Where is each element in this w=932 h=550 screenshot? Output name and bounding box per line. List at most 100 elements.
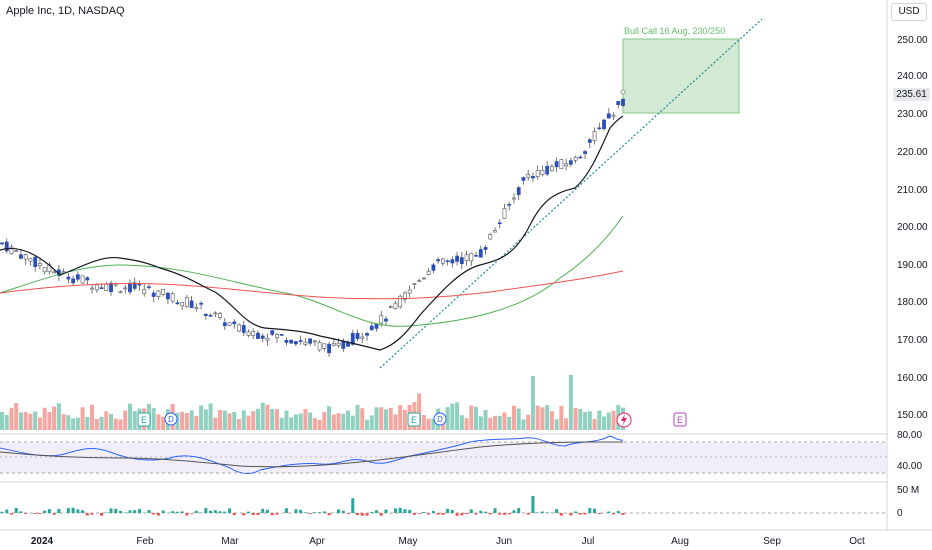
candle-body	[535, 170, 540, 177]
candle-body	[365, 333, 369, 336]
candle-body	[218, 313, 222, 318]
volume-bar	[9, 407, 14, 430]
candle-body	[597, 127, 602, 130]
currency-button[interactable]: USD	[891, 3, 927, 21]
oscillator-bar	[209, 510, 213, 513]
oscillator-bar	[612, 513, 616, 515]
candle-body	[14, 250, 19, 253]
oscillator-bar	[512, 510, 516, 513]
candle-body	[156, 290, 161, 298]
volume-bar	[540, 407, 545, 430]
candle-body	[426, 271, 431, 275]
candle-body	[616, 101, 621, 105]
oscillator-bar	[213, 510, 217, 513]
candle-body	[493, 230, 497, 233]
volume-bar	[455, 402, 460, 430]
volume-bar	[592, 418, 597, 430]
last-price-label: 235.61	[893, 88, 930, 101]
candle-body	[312, 340, 317, 343]
candle-body	[33, 256, 38, 267]
volume-bar	[530, 376, 535, 430]
oscillator-bar	[284, 508, 288, 513]
candle-body	[52, 271, 57, 274]
candle-body	[180, 302, 185, 307]
candle-body	[469, 253, 474, 262]
candle-body	[564, 163, 569, 167]
ma-short-line	[0, 115, 624, 351]
volume-bar	[213, 417, 218, 430]
oscillator-bar	[299, 509, 303, 513]
volume-bar	[132, 411, 137, 430]
time-tick: Aug	[671, 536, 689, 547]
time-tick: Mar	[221, 536, 239, 547]
earnings-marker-upcoming[interactable]: E	[673, 412, 687, 427]
volume-bar	[374, 407, 379, 430]
oscillator-bar	[275, 513, 279, 515]
candle-body	[260, 335, 265, 339]
price-tick: 160.00	[897, 373, 928, 384]
candle-body	[497, 222, 502, 225]
volume-bar	[274, 409, 279, 430]
volume-bar	[14, 403, 19, 430]
oscillator-bar	[540, 511, 544, 513]
svg-text:E: E	[677, 415, 683, 425]
oscillator-bar	[43, 510, 47, 513]
oscillator-bars	[0, 495, 625, 516]
volume-bar	[450, 403, 455, 430]
volume-bar	[483, 410, 488, 430]
earnings-marker[interactable]: E	[407, 412, 421, 427]
oscillator-bar	[261, 508, 265, 513]
candle-body	[175, 302, 180, 305]
svg-text:D: D	[437, 415, 443, 424]
time-axis[interactable]: 2024 Feb Mar Apr May Jun Jul Aug Sep Oct	[31, 536, 865, 547]
oscillator-bar	[100, 513, 104, 516]
volume-bar	[526, 414, 531, 430]
volume-bar	[597, 410, 602, 430]
candle-body	[113, 283, 118, 286]
oscillator-bar	[265, 509, 269, 513]
candle-body	[540, 169, 545, 175]
dividend-marker[interactable]: D	[164, 412, 178, 426]
time-tick: May	[399, 536, 418, 547]
oscillator-bar	[247, 511, 251, 513]
rsi-band	[0, 442, 887, 473]
volume-bar	[33, 411, 38, 430]
volume-bar	[113, 418, 118, 430]
candle-body	[232, 321, 237, 325]
bull-call-box[interactable]	[622, 38, 740, 114]
price-axis[interactable]: 250.00 240.00 230.00 220.00 210.00 200.0…	[897, 35, 928, 519]
candle-body	[369, 325, 374, 331]
dividend-marker[interactable]: D	[433, 412, 447, 426]
price-tick: 200.00	[897, 222, 928, 233]
volume-bar	[350, 415, 355, 430]
lightning-icon[interactable]	[616, 412, 632, 428]
volume-bar	[175, 412, 180, 430]
volume-bar	[123, 410, 128, 430]
volume-bar	[327, 406, 332, 430]
oscillator-bar	[545, 512, 549, 513]
earnings-marker[interactable]: E	[137, 412, 151, 427]
oscillator-bar	[123, 512, 127, 513]
oscillator-bar	[190, 513, 194, 514]
volume-bar	[71, 418, 76, 430]
volume-bar	[189, 410, 194, 430]
bull-call-label: Bull Call 16 Aug. 230/250	[624, 26, 725, 36]
volume-bar	[222, 410, 227, 430]
oscillator-bar	[137, 509, 141, 513]
candle-body	[355, 332, 360, 340]
candle-body	[265, 337, 270, 341]
oscillator-bar	[398, 507, 402, 513]
oscillator-bar	[5, 509, 9, 513]
volume-bar	[493, 415, 498, 430]
volume-bars	[0, 374, 625, 430]
candle-body	[611, 114, 616, 117]
candle-body	[170, 293, 175, 302]
oscillator-bar	[194, 510, 198, 513]
candle-body	[573, 156, 578, 161]
candle-body	[251, 331, 256, 336]
candle-body	[99, 287, 104, 289]
candle-body	[621, 98, 625, 106]
candle-body	[507, 204, 512, 206]
oscillator-bar	[270, 513, 274, 516]
